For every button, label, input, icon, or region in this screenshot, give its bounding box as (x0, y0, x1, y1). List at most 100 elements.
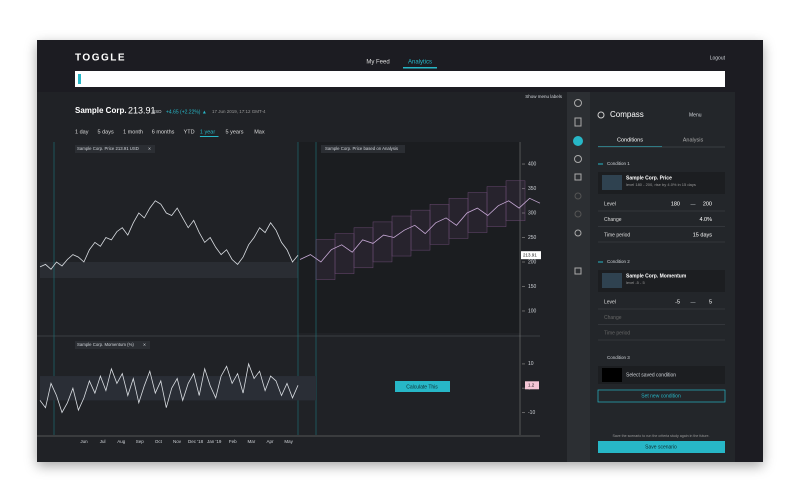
icon[interactable] (574, 210, 582, 218)
momentum-line (39, 362, 299, 414)
price: 213.91 (128, 105, 156, 115)
last-momentum-box (525, 381, 539, 390)
row-label: Change (604, 217, 622, 223)
history-shade (40, 262, 298, 278)
row-sep: — (691, 201, 696, 207)
last-price: 213.91 (523, 252, 537, 257)
condition-heading: Condition 3 (607, 355, 630, 360)
row-value: 4.0% (699, 217, 712, 223)
forecast-legend: Sample Corp. Price based on Analysis (325, 146, 398, 151)
nav-tab[interactable]: My Feed (366, 60, 389, 66)
y-tick-label: 300 (528, 210, 537, 216)
y-tick-label: 150 (528, 284, 537, 290)
price-line (39, 200, 299, 270)
icon-active[interactable] (573, 136, 583, 146)
x-tick-label: Dec '18 (188, 439, 204, 444)
legend-close[interactable]: × (143, 342, 146, 348)
search-cursor (78, 74, 81, 84)
x-tick-label: Oct (155, 439, 163, 444)
condition-heading: Condition 1 (607, 161, 630, 166)
range-box (486, 186, 507, 227)
tool-icons (573, 99, 583, 275)
legend: Sample Corp. Price 213.91 USD (77, 146, 139, 151)
row-label: Change (604, 315, 622, 321)
x-tick-label: May (284, 439, 293, 444)
search-bar[interactable] (75, 71, 725, 87)
icon[interactable] (574, 117, 582, 127)
icon[interactable] (574, 173, 582, 181)
save-button[interactable] (598, 441, 725, 453)
thumb (602, 368, 622, 382)
x-tick-label: Apr (266, 439, 274, 444)
calc-label[interactable]: Calculate This (406, 384, 438, 390)
last-momentum: 1.2 (528, 382, 535, 387)
forecast-line (299, 197, 541, 263)
period-tab[interactable]: 1 day (75, 129, 89, 135)
y-tick-label: 10 (528, 361, 534, 367)
y-tick-label: 200 (528, 259, 537, 265)
row-value: 180 (671, 201, 680, 207)
set-new-button[interactable] (597, 389, 726, 403)
company-name: Sample Corp. (75, 106, 127, 115)
condition-detail: level 180 - 200, rise by 4.0% in 15 days (626, 182, 696, 187)
icon[interactable] (574, 192, 582, 200)
range-box (334, 233, 355, 274)
x-tick-label: Jun (80, 439, 88, 444)
y-tick-label: -10 (528, 410, 535, 416)
select-label[interactable]: Select saved condition (626, 372, 676, 378)
period-tab[interactable]: 6 months (152, 129, 175, 135)
row-label: Time period (604, 330, 630, 336)
condition-box[interactable] (598, 270, 725, 292)
period-tab[interactable]: 5 days (98, 129, 114, 135)
save-note: Save the scenario to run the criteria st… (612, 434, 709, 438)
period-tab[interactable]: 1 month (123, 129, 143, 135)
legend-bg (321, 145, 405, 153)
x-tick-label: Jul (100, 439, 106, 444)
timestamp: 17 Jun 2019, 17:12 GMT-4 (212, 109, 266, 114)
thumb (602, 175, 622, 190)
compass-icon (597, 111, 605, 119)
icon[interactable] (574, 229, 582, 237)
nav-tab[interactable]: Analytics (408, 60, 432, 66)
calc-button[interactable] (395, 381, 450, 392)
row-label: Level (604, 299, 616, 305)
save-label[interactable]: Save scenario (645, 444, 677, 450)
icon[interactable] (574, 155, 582, 163)
panel-tab[interactable]: Analysis (683, 137, 704, 143)
legend-bg (75, 145, 155, 153)
y-tick-label: 350 (528, 186, 537, 192)
row-value: 200 (703, 201, 712, 207)
period-tab[interactable]: YTD (184, 129, 195, 135)
x-tick-label: Nov (173, 439, 182, 444)
period-tab[interactable]: 5 years (226, 129, 244, 135)
menu-labels-toggle[interactable]: Show menu labels (525, 94, 563, 99)
logo: TOGGLE (75, 53, 126, 64)
y-tick-label: 250 (528, 235, 537, 241)
legend-bg (75, 341, 150, 349)
range-box (315, 239, 336, 280)
range-box (391, 215, 412, 257)
condition-name: Sample Corp. Momentum (626, 273, 687, 279)
row-label: Level (604, 201, 616, 207)
legend-close[interactable]: × (148, 146, 151, 152)
row-value: -5 (675, 299, 680, 305)
tool-strip (567, 92, 590, 462)
logout-link[interactable]: Logout (710, 55, 726, 61)
condition-box[interactable] (598, 172, 725, 194)
nav-underline (403, 67, 437, 69)
select-box[interactable] (598, 366, 725, 384)
row-value: 15 days (693, 232, 713, 238)
x-tick-label: Mar (248, 439, 256, 444)
panel-tab[interactable]: Conditions (617, 137, 643, 143)
icon[interactable] (574, 99, 582, 107)
period-underline (199, 136, 219, 137)
x-tick-label: Sep (136, 439, 145, 444)
period-tab[interactable]: Max (254, 129, 265, 135)
condition-detail: level -5 - 5 (626, 280, 645, 285)
set-new-label[interactable]: Set new condition (641, 393, 681, 399)
icon[interactable] (574, 267, 582, 275)
period-tab[interactable]: 1 year (200, 129, 215, 135)
x-tick-label: Aug (117, 439, 126, 444)
menu-button[interactable]: Menu (689, 112, 702, 118)
